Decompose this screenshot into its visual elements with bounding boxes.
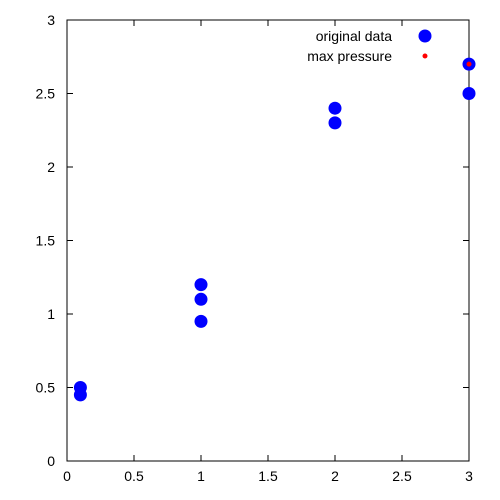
- legend: original data max pressure: [307, 28, 432, 64]
- data-point-original: [328, 116, 342, 130]
- y-tick-label: 0: [47, 453, 55, 469]
- data-point-original: [194, 292, 208, 306]
- legend-label: original data: [316, 28, 392, 44]
- y-tick-label: 3: [47, 12, 55, 28]
- x-tick-label: 0: [63, 468, 71, 484]
- data-points: [73, 57, 476, 402]
- legend-marker: [422, 53, 428, 59]
- x-tick-label: 1.5: [258, 468, 278, 484]
- y-tick-label: 1: [47, 306, 55, 322]
- legend-marker: [418, 29, 432, 43]
- data-point-original: [194, 314, 208, 328]
- data-point-original: [73, 388, 87, 402]
- y-tick-label: 2.5: [36, 86, 56, 102]
- x-tick-label: 2: [331, 468, 339, 484]
- data-point-original: [462, 87, 476, 100]
- x-tick-label: 0.5: [124, 468, 144, 484]
- ticks: 0 0.5 1 1.5 2 2.5 3 0 0.5 1 1.5 2 2.5 3: [36, 12, 474, 484]
- y-tick-label: 2: [47, 159, 55, 175]
- x-tick-label: 3: [465, 468, 473, 484]
- y-tick-label: 1.5: [36, 233, 56, 249]
- data-point-max-pressure: [466, 61, 472, 67]
- data-point-original: [194, 278, 208, 292]
- legend-label: max pressure: [307, 48, 392, 64]
- x-tick-label: 1: [197, 468, 205, 484]
- x-tick-label: 2.5: [392, 468, 412, 484]
- y-tick-label: 0.5: [36, 380, 56, 396]
- data-point-original: [328, 101, 342, 115]
